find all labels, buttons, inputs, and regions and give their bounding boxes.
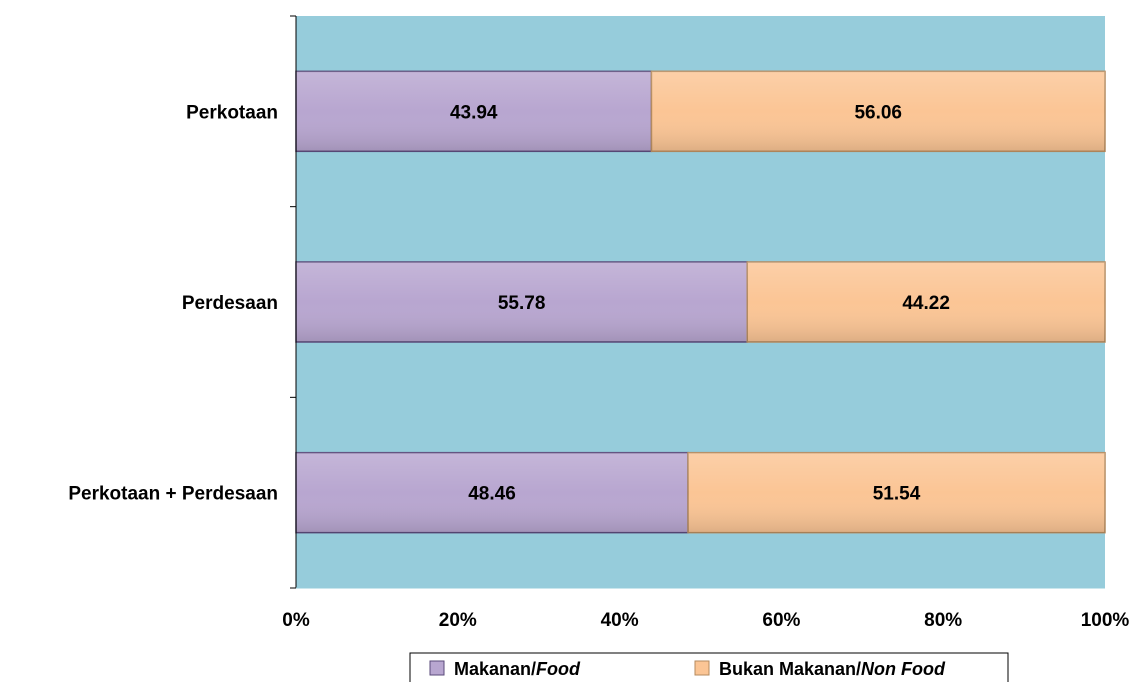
data-label: 55.78 — [498, 293, 546, 314]
bar-shade — [296, 71, 652, 152]
bar-shade — [747, 262, 1105, 342]
data-label: 48.46 — [468, 484, 516, 505]
data-label: 51.54 — [873, 484, 921, 505]
data-label: 43.94 — [450, 102, 498, 123]
x-tick-label: 60% — [762, 610, 800, 631]
bar-shade — [296, 262, 748, 342]
legend-swatch-nonfood — [694, 660, 710, 676]
legend-label-nonfood: Bukan Makanan/Non Food — [719, 659, 946, 679]
category-label: Perkotaan + Perdesaan — [68, 484, 278, 505]
category-label: Perdesaan — [182, 293, 278, 314]
x-tick-label: 40% — [601, 610, 639, 631]
x-tick-label: 20% — [439, 610, 477, 631]
legend-swatch-food — [429, 660, 445, 676]
legend-label-food: Makanan/Food — [454, 659, 581, 679]
legend: Makanan/Food Bukan Makanan/Non Food — [409, 652, 1009, 682]
data-label: 56.06 — [854, 102, 902, 123]
bar-shade — [296, 452, 689, 533]
bar-shade — [688, 452, 1105, 533]
x-tick-label: 0% — [282, 610, 310, 631]
x-tick-label: 100% — [1081, 610, 1130, 631]
bar-shade — [651, 71, 1105, 152]
category-label: Perkotaan — [186, 102, 278, 123]
x-tick-label: 80% — [924, 610, 962, 631]
data-label: 44.22 — [902, 293, 950, 314]
